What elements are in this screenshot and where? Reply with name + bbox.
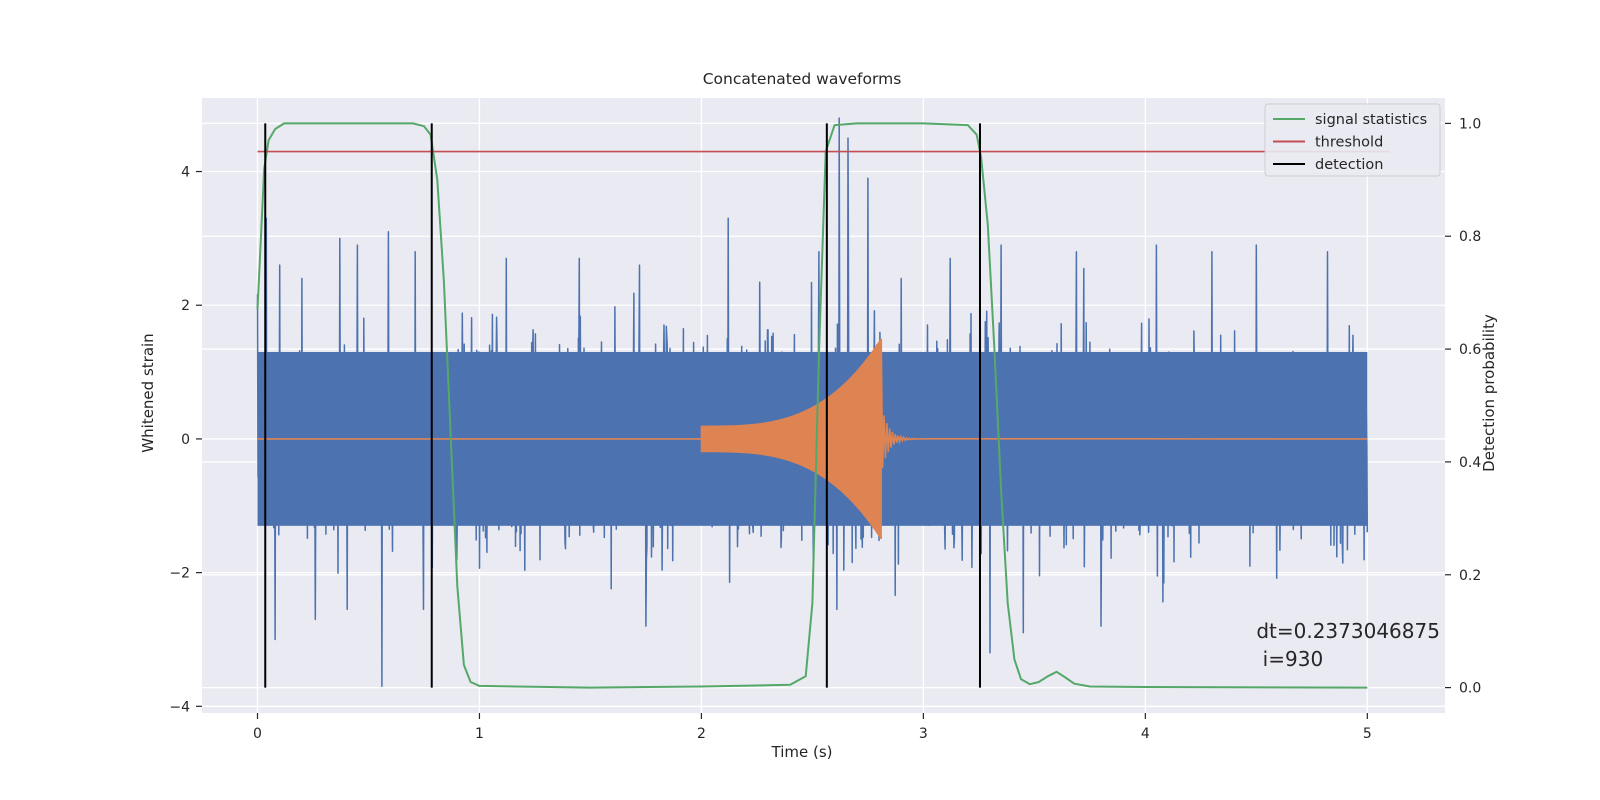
y2-tick-label: 0.6	[1459, 342, 1481, 358]
y-tick-label: 0	[181, 432, 190, 448]
x-tick-label: 4	[1141, 726, 1150, 742]
chart-title: Concatenated waveforms	[703, 70, 902, 88]
y-tick-label: 4	[181, 165, 190, 181]
series-layer	[256, 117, 1390, 689]
legend-box	[1264, 103, 1441, 177]
y-tick-label: 2	[181, 298, 190, 314]
signal-statistics-line	[256, 122, 1368, 689]
annotation-line1: dt=0.2373046875	[1256, 619, 1440, 643]
y2-tick-label: 0.2	[1459, 568, 1481, 584]
injection-line	[257, 338, 1368, 540]
x-tick-label: 5	[1363, 726, 1372, 742]
x-tick-label: 0	[253, 726, 262, 742]
y2-tick-label: 0.4	[1459, 455, 1481, 471]
x-tick-label: 3	[919, 726, 928, 742]
annotation: dt=0.2373046875 i=930	[1256, 619, 1440, 671]
legend-label-signal-statistics: signal statistics	[1315, 112, 1427, 128]
legend-label-detection: detection	[1315, 157, 1383, 173]
axes: 0 1 2 3 4 5 −4 −2 0 2 4 0.0 0.2 0.4 0.6 0.8 1.0	[169, 116, 1481, 742]
annotation-line2: i=930	[1256, 647, 1323, 671]
y-tick-label: −2	[169, 566, 190, 582]
x-tick-label: 2	[697, 726, 706, 742]
y-axis-label: Whitened strain	[139, 333, 157, 452]
y2-tick-label: 1.0	[1459, 116, 1481, 132]
y-tick-label: −4	[169, 699, 190, 715]
y2-tick-label: 0.0	[1459, 681, 1481, 697]
y2-axis-label: Detection probability	[1480, 314, 1498, 472]
y2-tick-label: 0.8	[1459, 229, 1481, 245]
x-axis-label: Time (s)	[771, 743, 833, 761]
x-tick-label: 1	[475, 726, 484, 742]
legend: signal statistics threshold detection	[1264, 103, 1441, 177]
legend-label-threshold: threshold	[1315, 135, 1383, 151]
